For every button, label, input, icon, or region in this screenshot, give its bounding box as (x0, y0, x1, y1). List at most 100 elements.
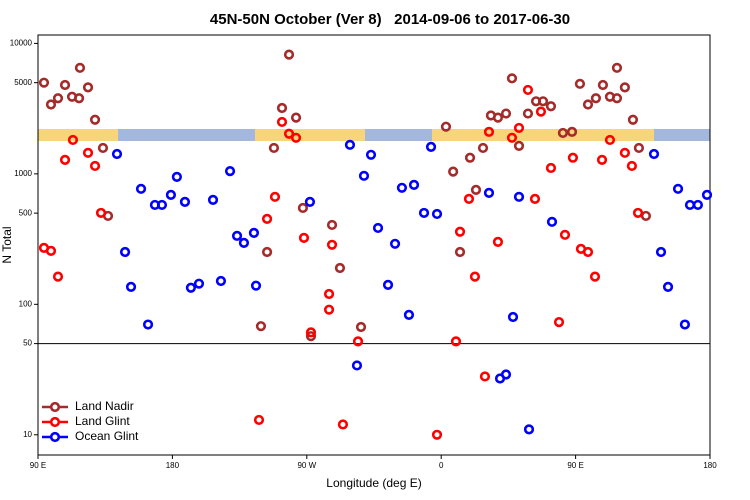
point (450, 336, 462, 347)
y-tick-label: 100 (19, 299, 33, 308)
point (582, 246, 594, 258)
point (679, 319, 691, 330)
point (513, 122, 525, 134)
x-tick-label: 180 (166, 461, 180, 470)
point (290, 112, 302, 123)
point (268, 142, 280, 154)
point (248, 227, 260, 238)
point (506, 132, 518, 143)
point (513, 140, 525, 151)
point (506, 73, 518, 84)
point (431, 208, 443, 220)
point (596, 154, 608, 165)
land-band (38, 129, 118, 141)
x-tick-label: 0 (439, 461, 444, 470)
point (337, 419, 349, 430)
point (418, 207, 430, 219)
point (323, 304, 335, 315)
point (283, 128, 295, 139)
point (483, 126, 495, 137)
point (82, 147, 94, 158)
point (52, 271, 64, 282)
point (207, 194, 219, 205)
point (59, 79, 71, 91)
legend-label: Land Nadir (75, 399, 134, 413)
point (135, 183, 147, 194)
point (640, 210, 652, 222)
point (662, 281, 674, 293)
point (250, 280, 262, 291)
point (513, 191, 525, 202)
point (365, 149, 377, 160)
legend-marker (49, 416, 61, 428)
point (344, 139, 356, 150)
point (431, 429, 443, 440)
point (633, 142, 645, 154)
point (125, 281, 137, 293)
point (326, 239, 338, 250)
chart-title: 45N-50N October (Ver 8) 2014-09-06 to 20… (210, 11, 570, 28)
point (522, 84, 534, 96)
point (507, 311, 519, 323)
point (165, 189, 177, 200)
series (38, 84, 644, 440)
point (255, 321, 267, 332)
point (500, 369, 512, 380)
point (454, 226, 466, 237)
point (89, 114, 101, 125)
x-tick-label: 90 E (567, 461, 583, 470)
point (403, 309, 415, 320)
y-tick-label: 1000 (14, 169, 32, 178)
point (185, 282, 197, 293)
point (276, 116, 288, 128)
point (389, 238, 401, 249)
point (557, 127, 569, 139)
point (574, 78, 586, 89)
point (74, 62, 86, 73)
point (231, 230, 243, 241)
point (604, 134, 616, 146)
point (171, 171, 182, 182)
point (535, 106, 547, 117)
point (238, 237, 250, 248)
x-tick-label: 180 (703, 461, 717, 470)
point (492, 112, 504, 123)
point (611, 93, 623, 104)
point (97, 142, 109, 154)
point (590, 93, 602, 104)
point (559, 229, 571, 240)
point (358, 170, 370, 181)
point (477, 142, 489, 154)
point (684, 199, 696, 211)
point (269, 191, 281, 202)
point (352, 336, 364, 347)
point (224, 166, 236, 177)
point (648, 148, 660, 160)
point (119, 246, 131, 258)
point (372, 222, 384, 234)
point (537, 96, 549, 107)
point (305, 327, 317, 338)
point (297, 202, 309, 214)
point (89, 160, 101, 172)
point (382, 279, 394, 290)
point (479, 371, 491, 382)
y-tick-label: 500 (19, 208, 33, 217)
x-tick-label: 90 E (30, 461, 46, 470)
point (672, 183, 684, 194)
point (566, 126, 578, 137)
legend-label: Land Glint (75, 414, 130, 428)
point (67, 134, 79, 146)
point (632, 207, 644, 219)
point (522, 108, 534, 119)
point (111, 148, 123, 160)
point (290, 132, 302, 143)
point (156, 199, 168, 211)
point (626, 160, 637, 172)
point (619, 147, 630, 158)
point (253, 414, 265, 426)
point (351, 360, 363, 371)
point (142, 319, 154, 330)
